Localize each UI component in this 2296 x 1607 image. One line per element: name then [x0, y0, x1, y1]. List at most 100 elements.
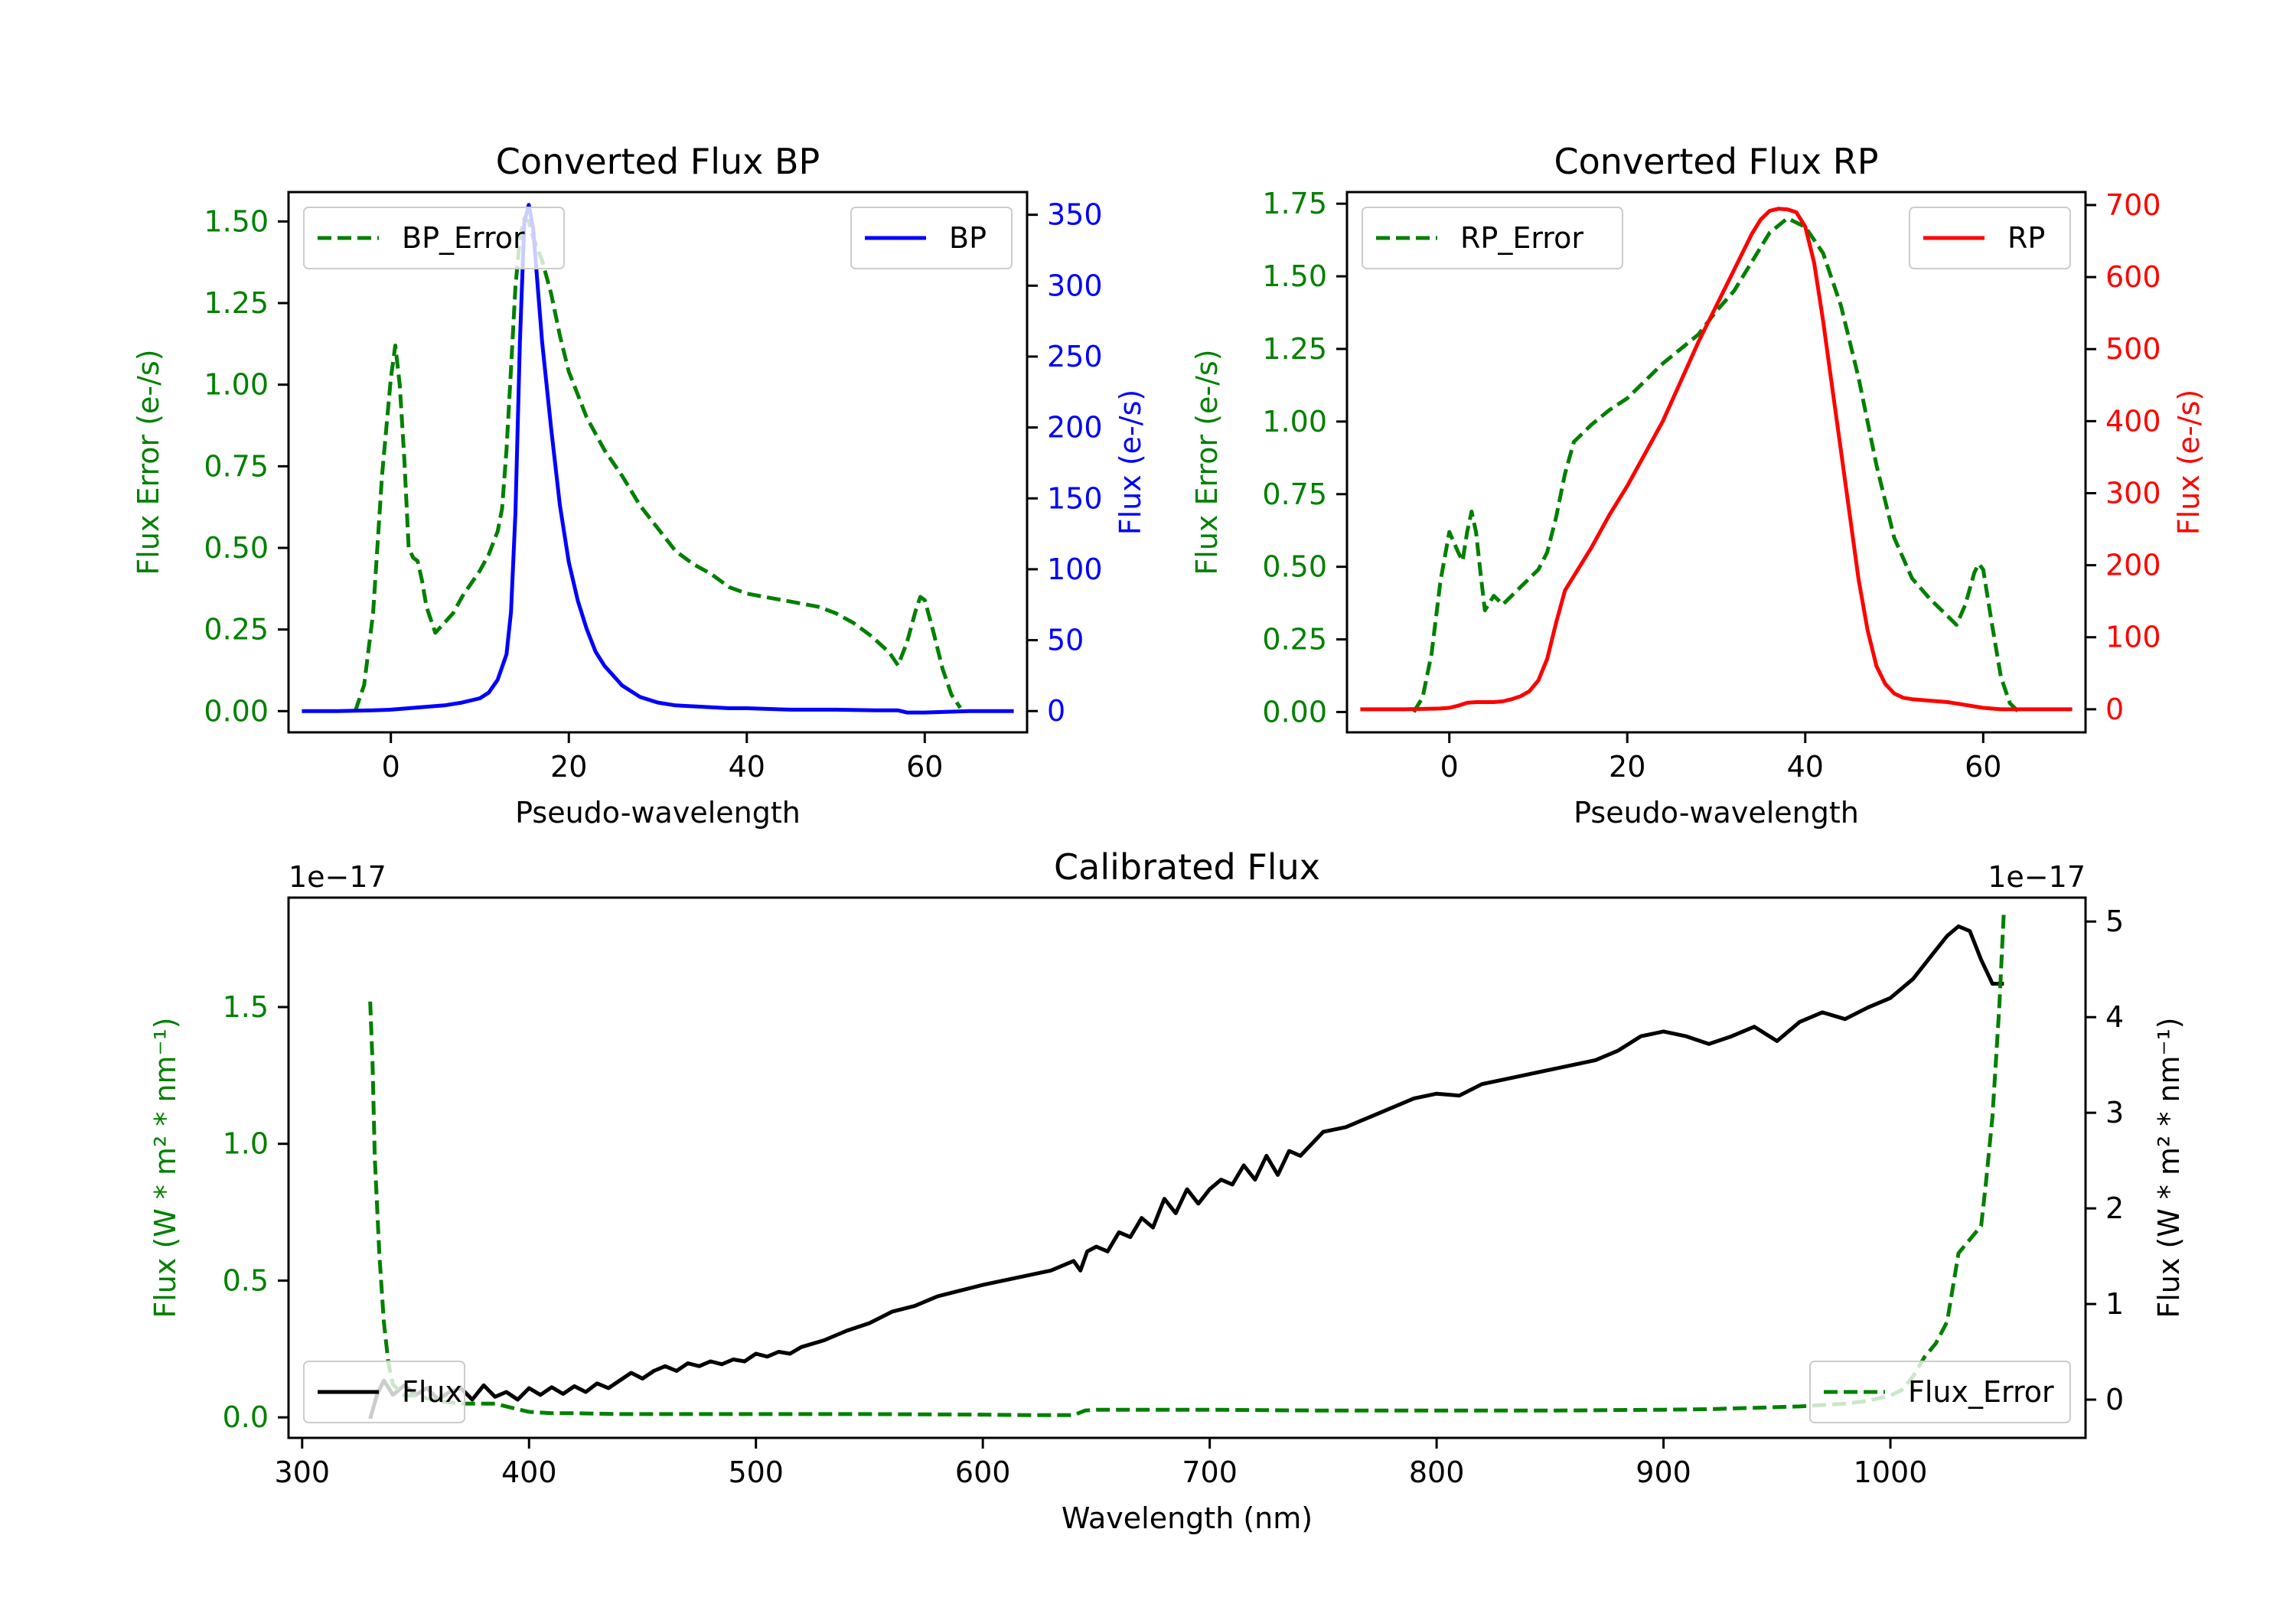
x-tick-label: 20: [550, 750, 587, 784]
legend-rp-error: RP_Error: [1362, 207, 1623, 269]
legend-label: RP: [2007, 221, 2045, 255]
y-right-tick-label: 50: [1047, 624, 1084, 657]
y-left-tick-label: 0.25: [1262, 623, 1327, 657]
y-left-tick-label: 1.00: [204, 368, 269, 402]
series-line-flux: [368, 924, 2004, 1420]
plot-frame: [1345, 191, 2087, 734]
legend-box: [1362, 207, 1623, 269]
x-tick-label: 40: [1787, 750, 1824, 784]
y-right-tick-label: 1: [2105, 1287, 2124, 1321]
legend-box: [303, 207, 565, 269]
x-tick-label: 500: [728, 1455, 784, 1489]
y-right-axis-label: Flux (e-/s): [2172, 390, 2206, 535]
x-tick-label: 20: [1609, 750, 1645, 784]
legend-label: BP: [949, 221, 987, 255]
y-left-tick-label: 1.00: [1262, 405, 1327, 438]
chart-panel-2: Converted Flux RP 0 20 40 60 0.00 0.25 0.50 0.75…: [1190, 141, 2206, 830]
x-tick-label: 400: [501, 1455, 557, 1489]
y-right-tick-label: 0: [2105, 693, 2124, 726]
y-right-tick-label: 5: [2105, 905, 2124, 938]
y-left-tick-label: 0.5: [223, 1263, 269, 1297]
y-right-axis-label: Flux (e-/s): [1114, 390, 1147, 535]
legend-box: [1909, 207, 2071, 269]
y-right-tick-label: 4: [2105, 1000, 2124, 1034]
legend-bp-error: BP_Error: [303, 207, 565, 269]
chart-panel-1: Converted Flux BP 0 20 40 60 0.00 0.25 0.50 0.75…: [132, 141, 1147, 830]
y-left-axis-label: Flux Error (e-/s): [1190, 349, 1224, 575]
y-right-tick-label: 2: [2105, 1191, 2124, 1225]
y-right-tick-label: 150: [1047, 481, 1103, 515]
y-right-offset-label: 1e−17: [1988, 860, 2086, 894]
x-tick-label: 60: [1965, 750, 2001, 784]
legend-box: [303, 1361, 465, 1423]
x-tick-label: 1000: [1854, 1455, 1928, 1489]
y-right-tick-label: 0: [1047, 694, 1065, 728]
plot-frame: [287, 191, 1029, 734]
x-tick-label: 40: [729, 750, 765, 784]
y-right-tick-label: 100: [2105, 621, 2161, 654]
legend-bp: BP: [850, 207, 1013, 269]
x-tick-label: 300: [275, 1455, 331, 1489]
legend-rp: RP: [1909, 207, 2071, 269]
y-right-tick-label: 0: [2105, 1383, 2124, 1416]
x-tick-label: 700: [1182, 1455, 1238, 1489]
y-left-tick-label: 1.25: [1262, 332, 1327, 366]
legend-label: Flux: [402, 1375, 462, 1409]
y-left-axis-label: Flux Error (e-/s): [132, 349, 165, 575]
legend-box: [850, 207, 1013, 269]
y-right-tick-label: 300: [1047, 269, 1103, 302]
y-right-tick-label: 3: [2105, 1096, 2124, 1129]
y-right-tick-label: 350: [1047, 198, 1103, 232]
x-axis-label: Pseudo-wavelength: [515, 796, 801, 830]
series-line-rp: [1360, 207, 2073, 712]
legend-label: BP_Error: [402, 221, 525, 255]
y-left-tick-label: 1.5: [223, 990, 269, 1024]
y-left-tick-label: 1.50: [1262, 259, 1327, 293]
chart-panel-3: Calibrated Flux 300 400 500 600 700 800 900 1000…: [148, 846, 2186, 1535]
y-left-tick-label: 0.00: [1262, 695, 1327, 729]
x-tick-label: 0: [382, 750, 400, 784]
y-right-tick-label: 400: [2105, 404, 2161, 438]
y-left-tick-label: 0.50: [204, 531, 269, 565]
y-left-tick-label: 0.75: [1262, 478, 1327, 511]
chart-title: Calibrated Flux: [1054, 846, 1320, 888]
x-tick-label: 0: [1440, 750, 1459, 784]
x-axis-label: Pseudo-wavelength: [1574, 796, 1859, 830]
y-left-tick-label: 1.0: [223, 1127, 269, 1161]
series-line-bp-error: [353, 216, 962, 712]
y-right-tick-label: 250: [1047, 340, 1103, 373]
y-right-tick-label: 200: [2105, 549, 2161, 582]
x-tick-label: 900: [1636, 1455, 1691, 1489]
y-left-offset-label: 1e−17: [289, 860, 386, 894]
chart-title: Converted Flux BP: [496, 141, 820, 182]
y-left-tick-label: 1.25: [204, 286, 269, 320]
y-left-tick-label: 0.00: [204, 694, 269, 728]
y-right-axis-label: Flux (W * m² * nm⁻¹): [2152, 1017, 2186, 1318]
x-axis-label: Wavelength (nm): [1062, 1501, 1313, 1535]
x-tick-label: 800: [1409, 1455, 1465, 1489]
plot-frame: [287, 896, 2087, 1439]
y-left-tick-label: 0.75: [204, 449, 269, 483]
y-right-tick-label: 500: [2105, 332, 2161, 366]
legend-label: Flux_Error: [1908, 1375, 2054, 1409]
y-left-tick-label: 0.50: [1262, 550, 1327, 584]
legend-label: RP_Error: [1460, 221, 1583, 255]
y-left-tick-label: 1.50: [204, 204, 269, 238]
legend-flux: Flux: [303, 1361, 465, 1423]
y-right-tick-label: 100: [1047, 553, 1103, 586]
y-right-tick-label: 200: [1047, 411, 1103, 445]
series-line-flux-error: [368, 911, 2006, 1417]
y-right-tick-label: 300: [2105, 476, 2161, 510]
chart-title: Converted Flux RP: [1554, 141, 1879, 182]
y-right-tick-label: 700: [2105, 188, 2161, 222]
legend-flux-error: Flux_Error: [1809, 1361, 2071, 1423]
series-line-rp-error: [1412, 216, 2020, 714]
y-left-axis-label: Flux (W * m² * nm⁻¹): [148, 1017, 182, 1318]
x-tick-label: 600: [955, 1455, 1011, 1489]
y-right-tick-label: 600: [2105, 260, 2161, 294]
y-left-tick-label: 0.0: [223, 1400, 269, 1434]
x-tick-label: 60: [906, 750, 943, 784]
y-left-tick-label: 1.75: [1262, 187, 1327, 220]
y-left-tick-label: 0.25: [204, 613, 269, 647]
